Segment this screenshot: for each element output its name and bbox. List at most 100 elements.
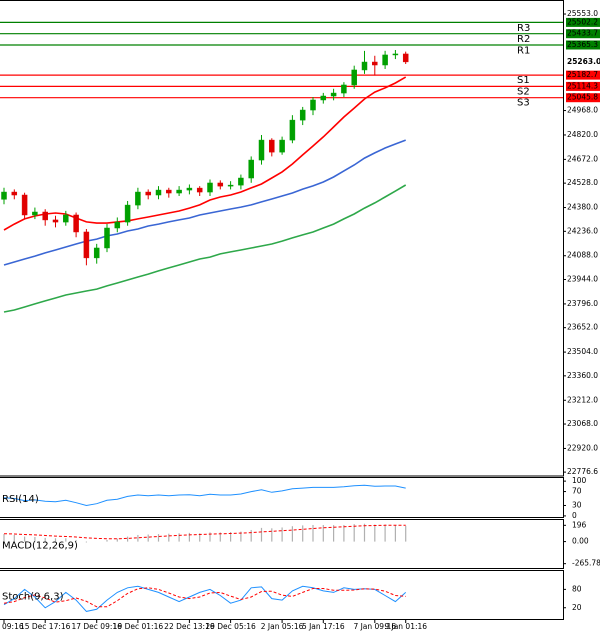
rsi-panel-frame	[0, 477, 564, 518]
level-label: 25045.8	[567, 93, 598, 102]
y-tick-label: -265.78	[572, 559, 600, 568]
indicator-title: Stoch(9,6,3)	[2, 592, 64, 603]
candle-body	[32, 211, 38, 216]
y-tick-label: 23212.0	[567, 395, 598, 404]
candle-body	[382, 54, 388, 66]
indicator-title: RSI(14)	[2, 494, 39, 505]
indicator-line	[3, 587, 406, 608]
candle-body	[402, 53, 409, 63]
candle-body	[21, 194, 28, 216]
level-name: S3	[517, 98, 530, 109]
candle-body	[124, 204, 131, 223]
macd-bar	[209, 532, 211, 542]
level-name: R2	[517, 34, 530, 45]
level-name: S2	[517, 86, 530, 97]
macd-panel-frame	[0, 519, 564, 569]
macd-bar	[147, 534, 149, 542]
moving-average-line	[3, 76, 407, 231]
candle-body	[186, 187, 193, 191]
macd-bar	[157, 534, 160, 542]
level-label: 25502.2	[567, 17, 598, 26]
level-label-bg	[566, 70, 600, 80]
y-tick-label: 23652.0	[567, 323, 598, 332]
level-label: 25433.7	[567, 29, 598, 38]
macd-bar	[291, 526, 293, 542]
candle-body	[269, 139, 275, 153]
macd-bar	[137, 534, 139, 542]
macd-bar	[240, 531, 242, 542]
level-label-bg	[566, 40, 600, 50]
macd-bar	[54, 538, 57, 542]
macd-bar	[24, 536, 26, 542]
level-name: S1	[517, 75, 530, 86]
candle-body	[330, 92, 337, 97]
macd-bar	[106, 539, 108, 542]
y-tick-label: 24088.0	[567, 251, 598, 260]
indicator-line	[3, 524, 406, 540]
candle-body	[155, 189, 162, 196]
x-tick-label: 17 Dec 09:16	[71, 622, 122, 631]
macd-bar	[394, 524, 396, 542]
y-tick-label: 23360.0	[567, 371, 598, 380]
level-name: R1	[517, 45, 530, 56]
x-tick-label: 19 Dec 01:16	[113, 622, 164, 631]
candle-body	[392, 53, 399, 56]
level-label: 25114.3	[567, 81, 598, 90]
macd-bar	[333, 525, 335, 542]
macd-bar	[219, 532, 221, 542]
macd-bar	[363, 523, 366, 542]
x-tick-label: 2 Jan 05:16	[261, 622, 304, 631]
x-tick-label: 29 Dec 05:16	[205, 622, 256, 631]
level-name: R3	[517, 23, 530, 34]
candle-body	[299, 109, 306, 121]
macd-bar	[75, 539, 77, 542]
candle-body	[1, 191, 7, 200]
last-price-label: 25263.0	[567, 57, 600, 66]
candle-body	[73, 214, 79, 233]
candle-body	[341, 84, 347, 94]
macd-bar	[34, 537, 36, 542]
y-tick-label: 80	[572, 584, 582, 593]
macd-bar	[168, 533, 170, 542]
macd-bar	[188, 532, 190, 542]
macd-bar	[271, 528, 273, 542]
macd-bar	[281, 527, 283, 542]
candle-body	[104, 227, 110, 249]
last-price-bg	[566, 57, 600, 67]
y-tick-label: 24380.0	[567, 203, 598, 212]
y-tick-label: 24528.0	[567, 178, 598, 187]
candle-body	[289, 119, 296, 141]
macd-bar	[384, 524, 386, 542]
y-tick-label: 23796.0	[567, 299, 598, 308]
y-tick-label: 70	[572, 487, 582, 496]
level-label-bg	[566, 29, 600, 39]
macd-bar	[353, 524, 355, 542]
macd-bar	[322, 524, 324, 542]
level-label: 25365.3	[567, 40, 598, 49]
candle-body	[361, 61, 368, 71]
candle-body	[11, 191, 18, 196]
x-tick-label: 5 Jan 17:16	[302, 622, 345, 631]
y-tick-label: 22776.6	[567, 467, 598, 476]
y-tick-label: 24236.0	[567, 226, 598, 235]
plot-layer: 25553.0 24968.0 24820.0 24672.0 24528.0 24380…	[0, 9, 600, 631]
candle-body	[258, 139, 265, 161]
candle-body	[207, 182, 213, 193]
candle-body	[166, 189, 172, 194]
candle-body	[52, 219, 59, 223]
y-tick-label: 25553.0	[567, 9, 598, 18]
y-tick-label: 23068.0	[567, 419, 598, 428]
y-tick-label: 0.00	[572, 537, 589, 546]
macd-bar	[13, 534, 15, 542]
main-panel-frame	[0, 0, 564, 477]
macd-bar	[85, 541, 87, 543]
level-label-bg	[566, 17, 600, 27]
candle-body	[42, 211, 48, 221]
macd-bar	[302, 525, 304, 542]
level-label-bg	[566, 81, 600, 91]
macd-bar	[405, 525, 407, 542]
moving-average-line	[3, 139, 406, 266]
x-tick-label: 15 Dec 17:16	[20, 622, 71, 631]
